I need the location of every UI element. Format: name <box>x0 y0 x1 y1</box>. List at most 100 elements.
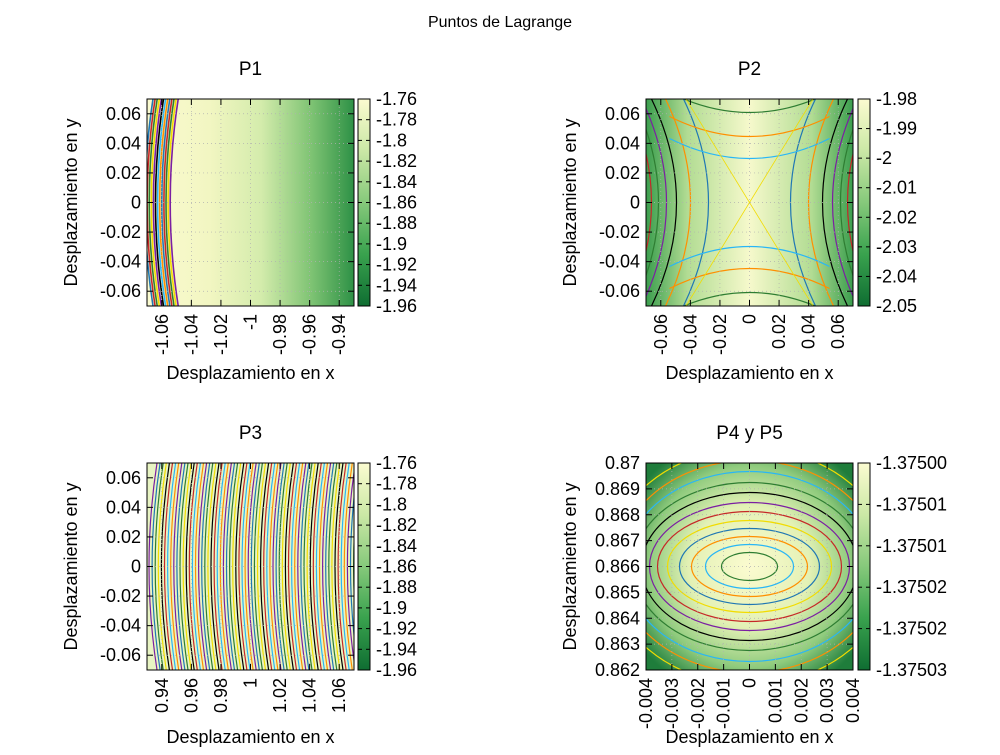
colorbar-tick-label: -1.98 <box>876 89 917 109</box>
panel-p4: -0.004 -0.003 -0.002 -0.001 0 0.001 0.002 0.003… <box>560 423 947 747</box>
colorbar-tick-label: -1.76 <box>376 453 417 473</box>
x-tick-label: 0.001 <box>765 678 785 723</box>
contour-line <box>256 463 267 670</box>
x-tick-label: 0 <box>740 314 760 324</box>
grid <box>147 463 354 670</box>
x-tick-label: -0.96 <box>300 314 320 355</box>
x-tick-label: -0.06 <box>651 314 671 355</box>
colorbar-tick-label: -1.82 <box>376 515 417 535</box>
y-axis-label: Desplazamiento en y <box>61 118 81 286</box>
contour-line <box>303 463 313 670</box>
y-tick-label: -0.04 <box>100 252 141 272</box>
contour-ellipse <box>646 491 853 642</box>
contour-line <box>275 463 285 670</box>
x-tick-label: -0.003 <box>662 678 682 729</box>
contour-line <box>682 291 817 306</box>
contour-line <box>247 463 257 670</box>
contour-ellipse <box>690 535 809 598</box>
y-tick-label: -0.04 <box>100 616 141 636</box>
colorbar-tick-label: -1.37502 <box>876 577 947 597</box>
x-tick-label: 0.94 <box>152 678 172 713</box>
colorbar: -1.37500 -1.37501 -1.37501 -1.37502 -1.37502… <box>857 453 947 680</box>
y-axis-label: Desplazamiento en y <box>560 118 580 286</box>
contour-line <box>198 463 208 670</box>
contour-line <box>185 463 195 670</box>
subplot-title: P4 y P5 <box>716 423 783 444</box>
y-tick-label: 0.87 <box>605 453 640 473</box>
contour-line <box>216 463 226 670</box>
contour-line <box>170 463 180 670</box>
contour-line <box>241 463 251 670</box>
contour-line <box>152 99 163 306</box>
y-tick-label: 0 <box>131 193 141 213</box>
contour-line <box>266 463 276 670</box>
contour-line <box>682 99 709 306</box>
colorbar-tick-label: -1.96 <box>376 296 417 316</box>
contour-line <box>179 463 189 670</box>
colorbar: -1.76-1.78-1.8-1.82-1.84-1.86-1.88-1.9-1… <box>357 453 417 680</box>
contour-line <box>219 463 229 670</box>
contour-line <box>669 245 830 268</box>
contour-line <box>682 99 817 114</box>
colorbar-tick-label: -1.92 <box>376 619 417 639</box>
contour-line <box>188 463 198 670</box>
colorbar-tick-label: -1.82 <box>376 151 417 171</box>
contour-ellipse <box>678 527 821 606</box>
colorbar-tick-label: -1.37500 <box>876 453 947 473</box>
x-tick-label: -0.04 <box>680 314 700 355</box>
colorbar-tick-label: -1.76 <box>376 89 417 109</box>
colorbar-tick-label: -1.96 <box>376 660 417 680</box>
x-tick-label: -0.002 <box>688 678 708 729</box>
contour-line <box>300 463 310 670</box>
x-axis-label: Desplazamiento en x <box>665 727 833 747</box>
y-tick-label: 0.04 <box>605 133 640 153</box>
contour-line <box>284 463 294 670</box>
x-tick-label: 0.002 <box>791 678 811 723</box>
colorbar: -1.98 -1.99 -2 -2.01 -2.02 -2.03 -2.04 -2.05 <box>857 89 917 316</box>
colorbar-tick-label: -1.37501 <box>876 494 947 514</box>
x-axis-label: Desplazamiento en x <box>166 727 334 747</box>
x-tick-label: 0.98 <box>211 678 231 713</box>
contour-line <box>337 463 347 670</box>
y-tick-label: 0.06 <box>605 104 640 124</box>
contour-ellipse <box>666 519 833 614</box>
subplot-title: P3 <box>239 423 262 444</box>
y-tick-label: 0.866 <box>595 557 640 577</box>
x-tick-label: -0.94 <box>329 314 349 355</box>
contour-line <box>287 463 298 670</box>
y-tick-label: 0.02 <box>106 163 141 183</box>
contour-line <box>325 463 335 670</box>
x-tick-label: 0.96 <box>181 678 201 713</box>
x-tick-label: 0 <box>740 678 760 688</box>
y-tick-label: -0.04 <box>599 252 640 272</box>
colorbar-tick-label: -1.86 <box>376 193 417 213</box>
heatmap-fill <box>147 99 354 306</box>
contour-line <box>225 463 236 670</box>
colorbar: -1.76-1.78-1.8-1.82-1.84-1.86-1.88-1.9-1… <box>357 89 417 316</box>
colorbar-tick-label: -2.04 <box>876 266 917 286</box>
contour-line <box>840 127 853 278</box>
separatrix-line <box>685 99 814 306</box>
contour-line <box>156 99 167 306</box>
heatmap-fill <box>646 463 853 670</box>
contour-line <box>201 463 211 670</box>
colorbar-tick-label: -2 <box>876 148 892 168</box>
y-tick-label: -0.06 <box>599 281 640 301</box>
contour-line <box>176 463 186 670</box>
y-tick-label: 0.04 <box>106 133 141 153</box>
contour-line <box>191 463 201 670</box>
y-tick-label: 0.869 <box>595 479 640 499</box>
colorbar-tick-label: -1.88 <box>376 577 417 597</box>
colorbar-tick-label: -1.9 <box>376 598 407 618</box>
x-tick-label: 0.02 <box>769 314 789 349</box>
y-tick-label: 0.863 <box>595 634 640 654</box>
x-tick-label: 1.04 <box>300 678 320 713</box>
contour-ellipse <box>704 543 795 590</box>
colorbar-tick-label: -1.78 <box>376 110 417 130</box>
x-tick-label: -0.02 <box>710 314 730 355</box>
y-tick-label: -0.06 <box>100 281 141 301</box>
figure-title: Puntos de Lagrange <box>428 14 572 31</box>
x-tick-label: -1 <box>241 314 261 330</box>
